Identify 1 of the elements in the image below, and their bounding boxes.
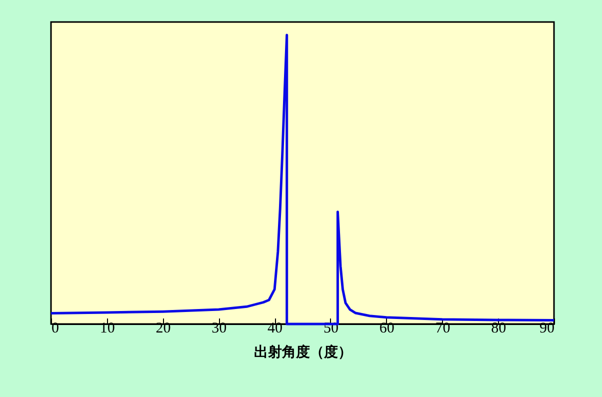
x-axis-title: 出射角度（度） [254, 344, 352, 360]
